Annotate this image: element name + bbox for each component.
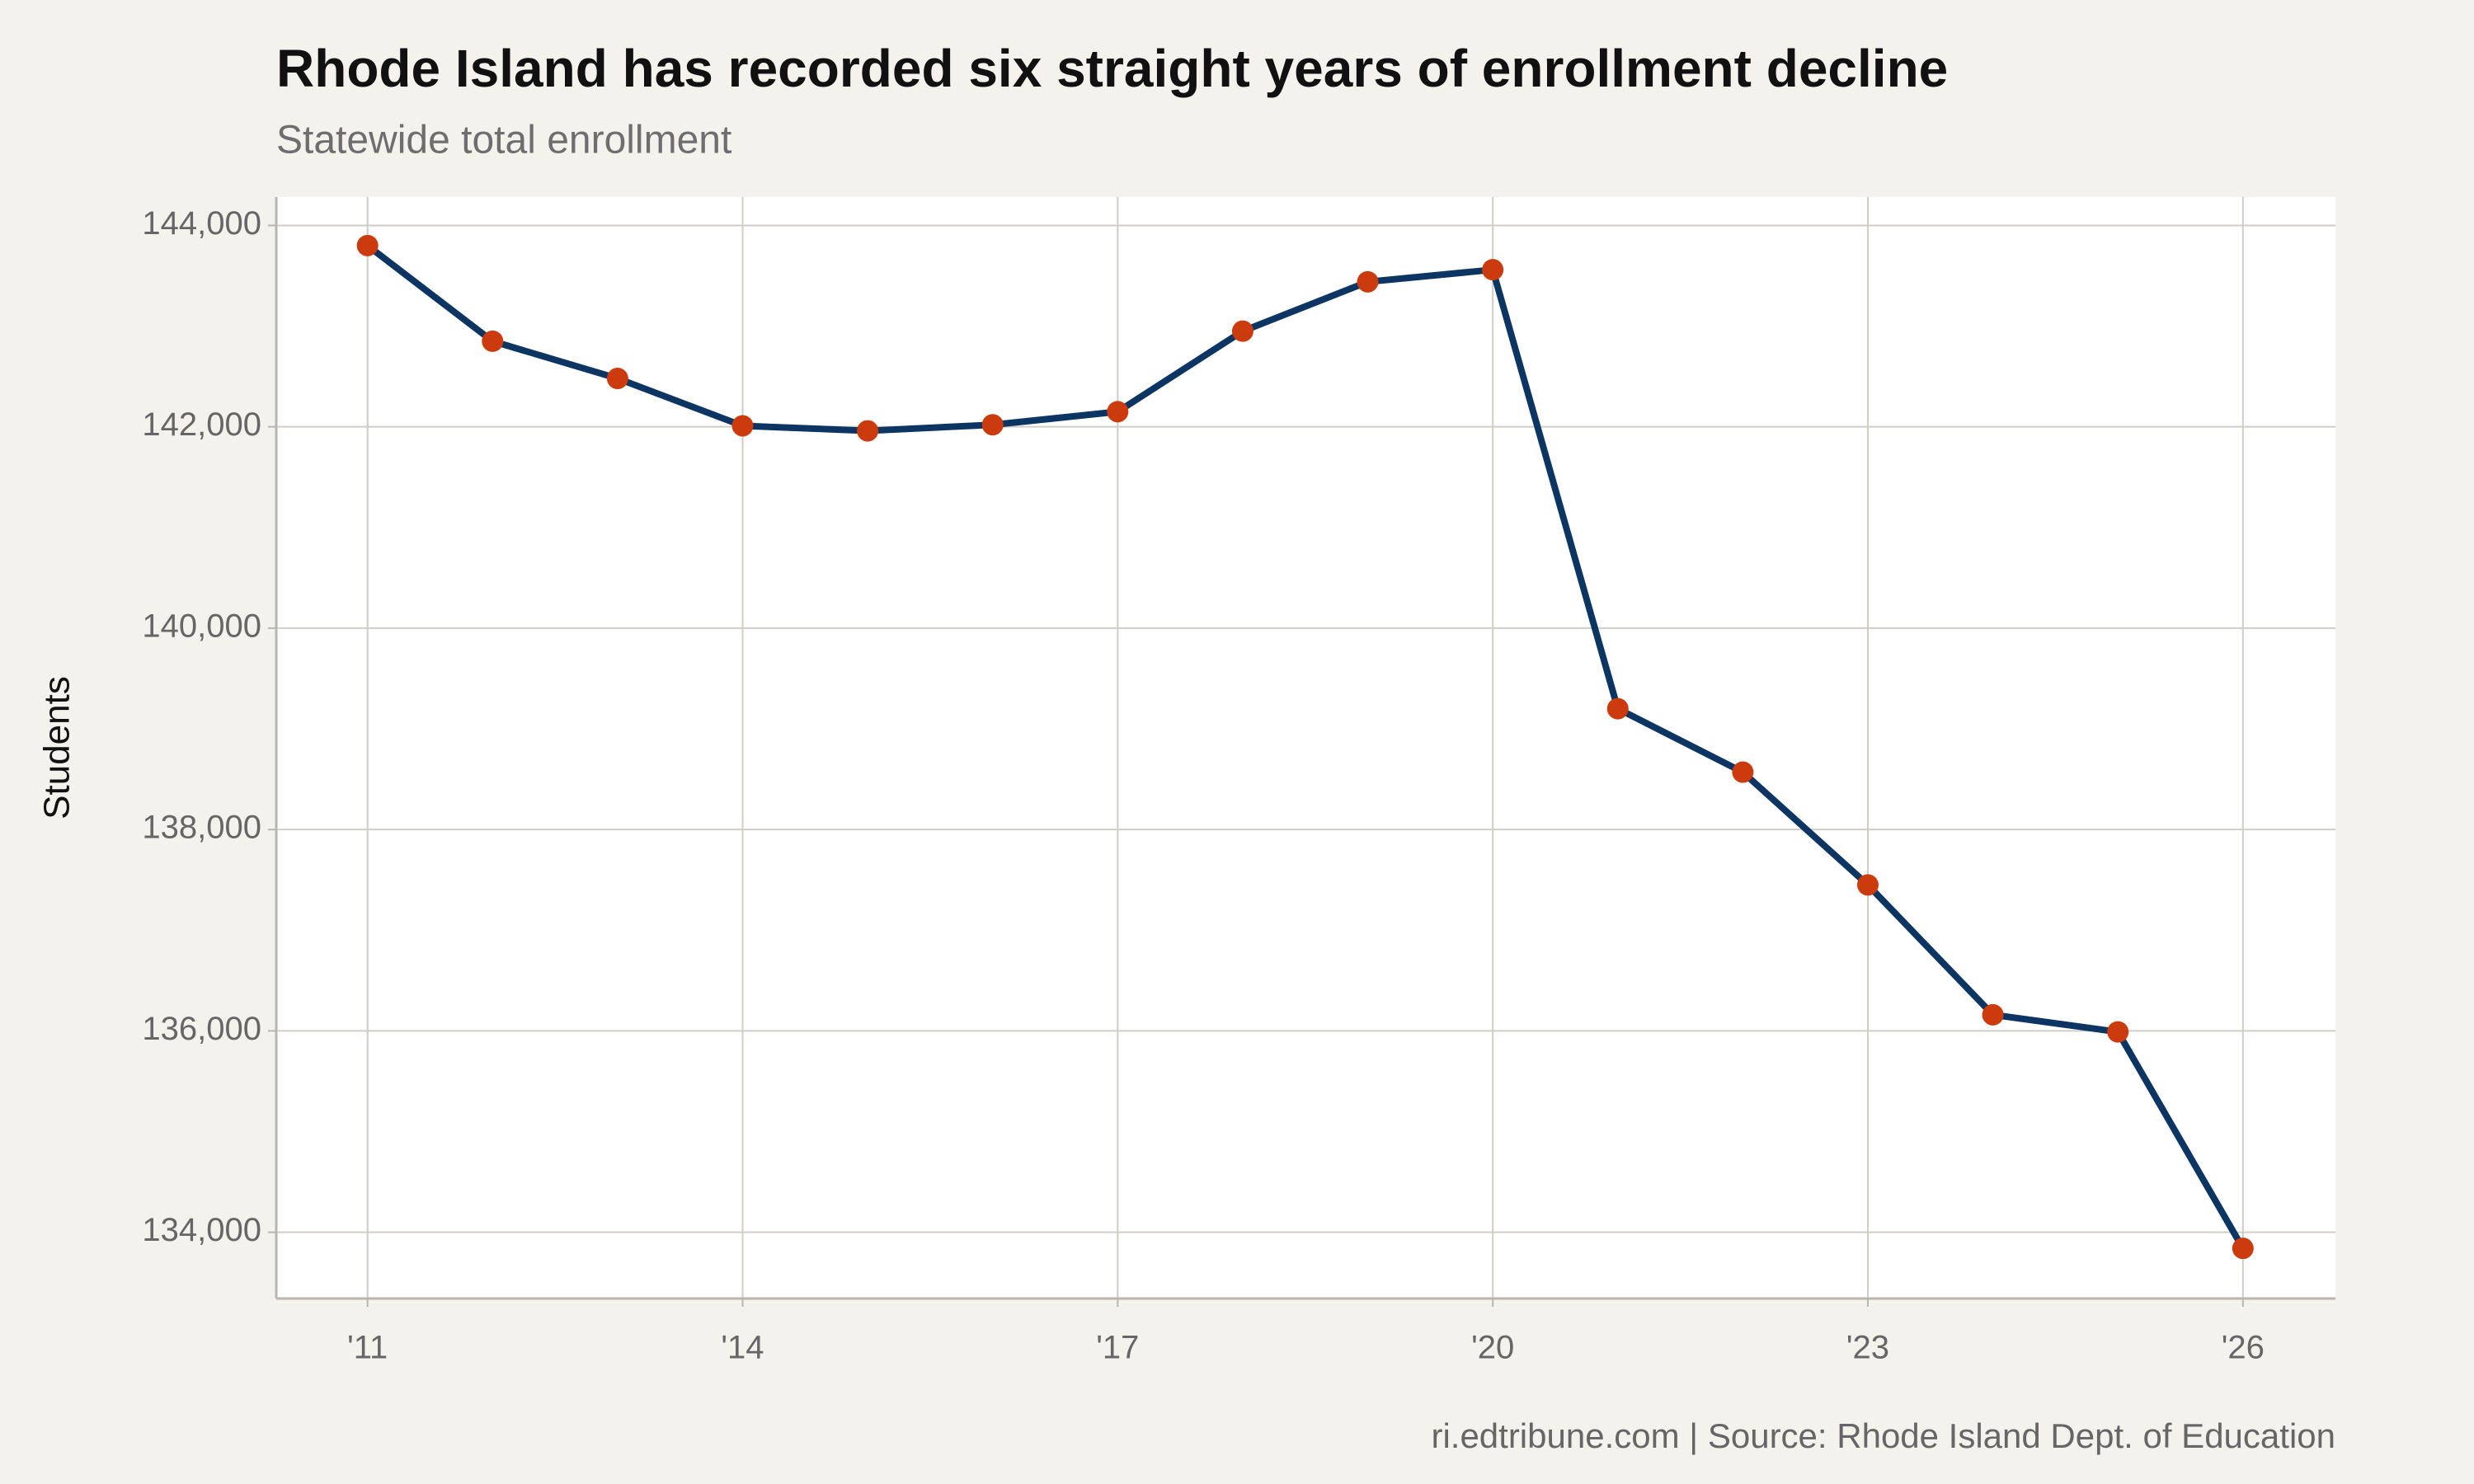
point [1357, 270, 1379, 293]
y-tick-label: 140,000 [142, 608, 261, 644]
plot-area [276, 197, 2335, 1298]
point [1107, 401, 1129, 423]
chart-subtitle: Statewide total enrollment [276, 119, 731, 162]
point [356, 234, 379, 256]
x-tick-label: '20 [1471, 1330, 1514, 1366]
point [981, 414, 1004, 436]
y-tick-label: 144,000 [142, 205, 261, 242]
y-tick-label: 138,000 [142, 810, 261, 846]
y-axis-label: Students [37, 676, 78, 819]
y-tick-label: 142,000 [142, 406, 261, 443]
chart-title: Rhode Island has recorded six straight y… [276, 39, 1948, 98]
point [1856, 874, 1879, 896]
point [2107, 1021, 2129, 1043]
point [1732, 761, 1754, 783]
y-tick-label: 134,000 [142, 1212, 261, 1248]
point [731, 415, 754, 437]
caption: ri.edtribune.com | Source: Rhode Island … [1431, 1416, 2335, 1455]
point [1482, 259, 1504, 281]
point [1982, 1003, 2004, 1026]
x-tick-label: '11 [347, 1330, 388, 1366]
x-tick-label: '23 [1846, 1330, 1889, 1366]
point [606, 368, 628, 390]
line [365, 242, 2246, 1251]
point [857, 420, 879, 442]
point [1606, 697, 1629, 720]
x-tick-label: '14 [721, 1330, 764, 1366]
y-tick-label: 136,000 [142, 1011, 261, 1047]
point [482, 330, 504, 352]
point [1231, 320, 1253, 342]
x-tick-label: '26 [2222, 1330, 2265, 1366]
point [2232, 1237, 2254, 1260]
x-tick-label: '17 [1096, 1330, 1139, 1366]
